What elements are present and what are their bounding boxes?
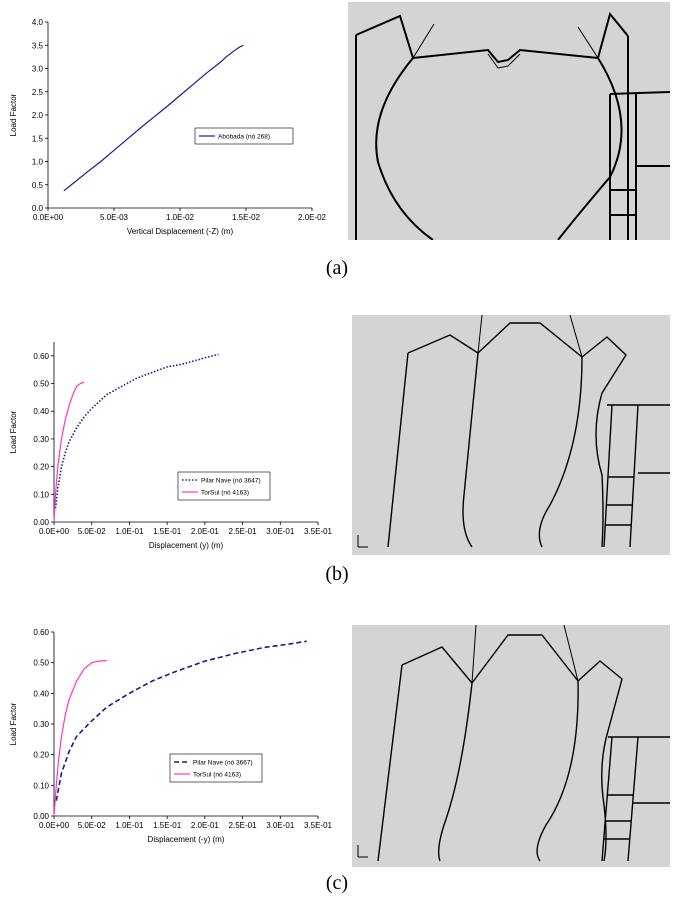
chart2-x-tick-label: 2.0E-01 bbox=[191, 821, 220, 830]
chart1-x-tick-label: 2.0E-01 bbox=[191, 527, 220, 536]
chart1-y-tick-label: 0.00 bbox=[33, 518, 49, 527]
chart0-legend-label-0: Abóbada (nó 268) bbox=[218, 134, 270, 141]
caption-b: (b) bbox=[325, 563, 349, 585]
chart1-y-tick-label: 0.30 bbox=[33, 435, 49, 444]
chart1-series-line-1 bbox=[53, 381, 85, 523]
chart2-x-tick-label: 3.5E-01 bbox=[304, 821, 333, 830]
chart0-y-tick-label: 4.0 bbox=[32, 18, 44, 27]
chart1-legend-label-0: Pilar Nave (nó 3647) bbox=[201, 478, 261, 485]
chart0-y-axis-label: Load Factor bbox=[9, 93, 18, 136]
chart2-x-tick-label: 5.0E-02 bbox=[78, 821, 107, 830]
chart2-y-tick-label: 0.20 bbox=[33, 751, 49, 760]
chart0-y-tick-label: 3.0 bbox=[32, 65, 44, 74]
chart0-series-line-0 bbox=[63, 44, 244, 192]
chart0-legend-box bbox=[194, 127, 294, 145]
chart1-legend-label-1: TorSul (nó 4163) bbox=[201, 490, 249, 497]
caption-a: (a) bbox=[325, 257, 349, 279]
chart1-legend-box bbox=[177, 471, 271, 501]
chart2-y-tick-label: 0.30 bbox=[33, 720, 49, 729]
chart2-x-tick-label: 0.0E+00 bbox=[39, 821, 70, 830]
chart-b: 0.00 0.10 0.20 0.30 0.40 0.50 0.60 0.0E+00 5.0E-… bbox=[0, 330, 345, 565]
deformed-mesh-c bbox=[352, 624, 670, 867]
chart1-y-tick-label: 0.20 bbox=[33, 463, 49, 472]
chart2-y-tick-label: 0.60 bbox=[33, 628, 49, 637]
chart2-y-tick-label: 0.50 bbox=[33, 659, 49, 668]
chart2-y-tick-label: 0.00 bbox=[33, 812, 49, 821]
chart0-x-axis-label: Vertical Displacement (-Z) (m) bbox=[127, 227, 234, 236]
chart1-x-tick-label: 1.5E-01 bbox=[153, 527, 182, 536]
chart0-y-tick-label: 1.0 bbox=[32, 158, 44, 167]
chart2-x-tick-label: 3.0E-01 bbox=[266, 821, 295, 830]
chart1-y-tick-label: 0.60 bbox=[33, 352, 49, 361]
chart0-y-tick-label: 2.5 bbox=[32, 88, 44, 97]
chart0-y-tick-label: 0.0 bbox=[32, 204, 44, 213]
chart2-x-tick-label: 1.5E-01 bbox=[153, 821, 182, 830]
chart0-y-tick-label: 2.0 bbox=[32, 111, 44, 120]
chart2-legend-label-1: TorSul (nó 4163) bbox=[193, 772, 241, 779]
chart1-x-tick-label: 1.0E-01 bbox=[115, 527, 144, 536]
caption-c: (c) bbox=[325, 872, 349, 894]
chart1-x-tick-label: 5.0E-02 bbox=[78, 527, 107, 536]
chart1-y-tick-label: 0.40 bbox=[33, 407, 49, 416]
chart-b-svg: 0.00 0.10 0.20 0.30 0.40 0.50 0.60 0.0E+00 5.0E-… bbox=[9, 342, 333, 550]
chart0-y-tick-label: 1.5 bbox=[32, 134, 44, 143]
chart2-x-tick-label: 2.5E-01 bbox=[229, 821, 258, 830]
axis-triad-icon bbox=[357, 535, 368, 548]
chart0-x-tick-label: 5.0E-03 bbox=[100, 213, 129, 222]
chart1-x-tick-label: 0.0E+00 bbox=[39, 527, 70, 536]
chart2-x-axis-label: Displacement (-y) (m) bbox=[148, 835, 225, 844]
chart1-x-tick-label: 2.5E-01 bbox=[229, 527, 258, 536]
chart0-x-tick-label: 1.5E-02 bbox=[232, 213, 261, 222]
chart0-y-tick-label: 3.5 bbox=[32, 41, 44, 50]
deformed-mesh-a bbox=[348, 2, 671, 241]
chart2-y-axis-label: Load Factor bbox=[9, 702, 18, 745]
chart2-y-tick-label: 0.10 bbox=[33, 781, 49, 790]
chart1-x-tick-label: 3.5E-01 bbox=[304, 527, 333, 536]
chart2-legend-label-0: Pilar Nave (nó 3667) bbox=[193, 760, 253, 767]
chart1-y-tick-label: 0.10 bbox=[33, 490, 49, 499]
chart-a-svg: 0.0 0.5 1.0 1.5 2.0 2.5 3.0 3.5 4.0 0.0E+00 5.0E-0… bbox=[9, 18, 327, 236]
chart1-x-axis-label: Displacement (y) (m) bbox=[149, 541, 224, 550]
chart2-series-line-1 bbox=[53, 659, 107, 817]
chart-c: 0.00 0.10 0.20 0.30 0.40 0.50 0.60 0.0E+00 5.0E-… bbox=[0, 620, 345, 860]
chart-c-svg: 0.00 0.10 0.20 0.30 0.40 0.50 0.60 0.0E+00 5.0E-… bbox=[9, 628, 333, 844]
chart0-x-tick-label: 1.0E-02 bbox=[166, 213, 195, 222]
chart1-x-tick-label: 3.0E-01 bbox=[266, 527, 295, 536]
chart0-y-tick-label: 0.5 bbox=[32, 181, 44, 190]
chart0-x-tick-label: 0.0E+00 bbox=[33, 213, 64, 222]
chart-a: 0.0 0.5 1.0 1.5 2.0 2.5 3.0 3.5 4.0 0.0E+00 5.0E-0… bbox=[0, 10, 340, 250]
chart1-series-line-0 bbox=[54, 353, 219, 509]
deformed-mesh-b bbox=[352, 314, 670, 555]
chart0-x-tick-label: 2.0E-02 bbox=[298, 213, 327, 222]
chart2-series-line-0 bbox=[55, 640, 307, 801]
chart1-y-axis-label: Load Factor bbox=[9, 410, 18, 453]
axis-triad-icon bbox=[357, 845, 368, 858]
chart2-y-tick-label: 0.40 bbox=[33, 689, 49, 698]
chart1-y-tick-label: 0.50 bbox=[33, 380, 49, 389]
chart2-x-tick-label: 1.0E-01 bbox=[115, 821, 144, 830]
chart2-legend-box bbox=[169, 753, 263, 783]
